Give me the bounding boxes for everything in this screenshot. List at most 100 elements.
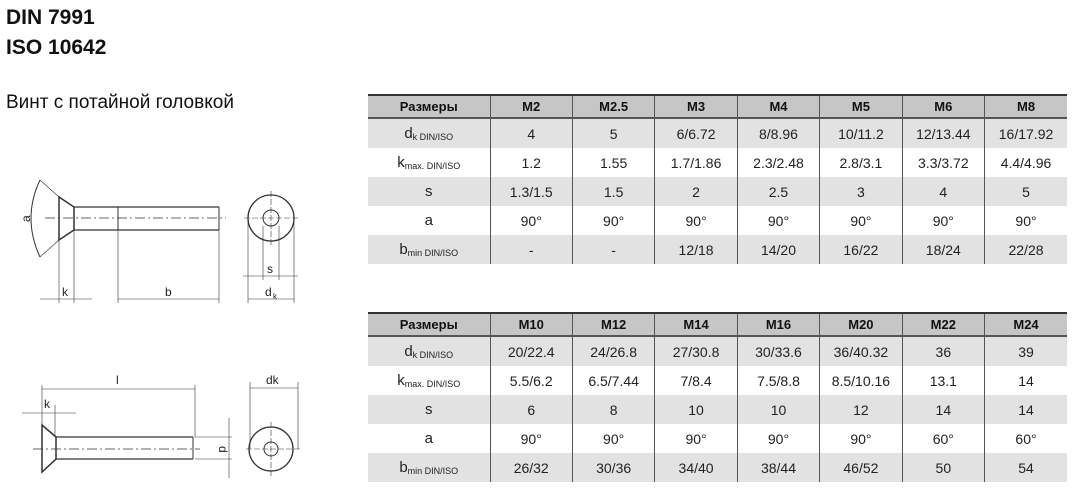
label-l: l xyxy=(116,373,119,387)
row-label: bmin DIN/ISO xyxy=(368,453,490,482)
table-row: s 6 8 10 10 12 14 14 xyxy=(368,395,1067,424)
row-label: s xyxy=(368,395,490,424)
dimensions-table-small: Размеры M2 M2.5 M3 M4 M5 M6 M8 dk DIN/ISO 4 5 6/6.7… xyxy=(368,94,1067,264)
table-cell: 90° xyxy=(571,206,655,235)
size-header: M3 xyxy=(654,94,738,119)
table-cell: 1.5 xyxy=(571,177,655,206)
table-cell: 90° xyxy=(654,424,738,453)
table-cell: 8 xyxy=(571,395,655,424)
size-header: M2 xyxy=(489,94,573,119)
table-cell: 60° xyxy=(984,424,1067,453)
table-cell: 22/28 xyxy=(984,235,1067,264)
table-cell: 27/30.8 xyxy=(654,336,738,366)
row-label: bmin DIN/ISO xyxy=(368,235,490,264)
table-cell: 24/26.8 xyxy=(571,336,655,366)
table-cell: 3 xyxy=(819,177,903,206)
size-header: M20 xyxy=(819,312,903,337)
table-cell: 90° xyxy=(901,206,985,235)
table-cell: 4 xyxy=(901,177,985,206)
table-cell: 54 xyxy=(984,453,1067,482)
table-cell: 90° xyxy=(489,424,573,453)
table-row: bmin DIN/ISO 26/32 30/36 34/40 38/44 46/52 50 5… xyxy=(368,453,1067,482)
label-dk: d xyxy=(265,285,272,299)
table-row: a 90° 90° 90° 90° 90° 90° 90° xyxy=(368,206,1067,235)
size-header: M8 xyxy=(984,94,1067,119)
table-cell: 10 xyxy=(654,395,738,424)
table-cell: 16/22 xyxy=(819,235,903,264)
size-header: M4 xyxy=(736,94,820,119)
table-cell: 6 xyxy=(489,395,573,424)
table-cell: 36 xyxy=(901,336,985,366)
size-header: M14 xyxy=(654,312,738,337)
table-cell: 14/20 xyxy=(736,235,820,264)
table-cell: 1.3/1.5 xyxy=(489,177,573,206)
table-cell: 14 xyxy=(984,366,1067,395)
table-row: dk DIN/ISO 20/22.4 24/26.8 27/30.8 30/33.6 36… xyxy=(368,336,1067,366)
table-cell: 1.7/1.86 xyxy=(654,148,738,177)
table-cell: 2.3/2.48 xyxy=(736,148,820,177)
svg-text:k: k xyxy=(273,292,278,301)
table-cell: 2.8/3.1 xyxy=(819,148,903,177)
dimensions-header: Размеры xyxy=(368,312,490,337)
table-cell: 5 xyxy=(571,118,655,148)
table-cell: 90° xyxy=(736,206,820,235)
dimensions-table-large: Размеры M10 M12 M14 M16 M20 M22 M24 dk DIN/ISO 20… xyxy=(368,312,1067,482)
size-header: M22 xyxy=(901,312,985,337)
table-cell: 16/17.92 xyxy=(984,118,1067,148)
size-header: M5 xyxy=(819,94,903,119)
table-cell: 36/40.32 xyxy=(819,336,903,366)
table-cell: 90° xyxy=(736,424,820,453)
label-d: d xyxy=(216,446,230,453)
label-a: a xyxy=(19,215,33,222)
table-cell: 18/24 xyxy=(901,235,985,264)
table-cell: 12 xyxy=(819,395,903,424)
table-cell: 14 xyxy=(901,395,985,424)
dimensions-header: Размеры xyxy=(368,94,490,119)
table-cell: 90° xyxy=(489,206,573,235)
size-header: M24 xyxy=(984,312,1067,337)
table-cell: 20/22.4 xyxy=(489,336,573,366)
table-cell: 1.55 xyxy=(571,148,655,177)
table-row: kmax. DIN/ISO 5.5/6.2 6.5/7.44 7/8.4 7.5/8.8… xyxy=(368,366,1067,395)
table-cell: 34/40 xyxy=(654,453,738,482)
table-cell: 12/13.44 xyxy=(901,118,985,148)
table-cell: 6/6.72 xyxy=(654,118,738,148)
header-row: Размеры M2 M2.5 M3 M4 M5 M6 M8 xyxy=(368,94,1067,119)
size-header: M12 xyxy=(571,312,655,337)
table-cell: 90° xyxy=(654,206,738,235)
table-cell: - xyxy=(489,235,573,264)
table-cell: 3.3/3.72 xyxy=(901,148,985,177)
table-cell: 7/8.4 xyxy=(654,366,738,395)
row-label: dk DIN/ISO xyxy=(368,118,490,148)
table-row: a 90° 90° 90° 90° 90° 60° 60° xyxy=(368,424,1067,453)
table-cell: 38/44 xyxy=(736,453,820,482)
table-cell: 14 xyxy=(984,395,1067,424)
table-cell: 5 xyxy=(984,177,1067,206)
label-k: k xyxy=(44,397,51,411)
table-cell: 90° xyxy=(819,424,903,453)
table-cell: 4 xyxy=(489,118,573,148)
table-row: kmax. DIN/ISO 1.2 1.55 1.7/1.86 2.3/2.48 2.8/… xyxy=(368,148,1067,177)
label-b: b xyxy=(165,285,172,299)
label-s: s xyxy=(267,262,273,276)
size-header: M6 xyxy=(901,94,985,119)
table-cell: 90° xyxy=(819,206,903,235)
size-header: M16 xyxy=(736,312,820,337)
table-cell: 39 xyxy=(984,336,1067,366)
table-row: bmin DIN/ISO - -12/18 14/20 16/22 18/24 22/28 xyxy=(368,235,1067,264)
row-label: s xyxy=(368,177,490,206)
row-label: a xyxy=(424,212,433,229)
table-cell: 8/8.96 xyxy=(736,118,820,148)
table-cell: 2 xyxy=(654,177,738,206)
size-header: M10 xyxy=(489,312,573,337)
table-cell: 8.5/10.16 xyxy=(819,366,903,395)
screw-drawing-top: a k b s d k xyxy=(19,179,298,303)
table-row: s 1.3/1.5 1.5 2 2.5 3 4 5 xyxy=(368,177,1067,206)
label-dk: dk xyxy=(266,373,280,387)
table-row: dk DIN/ISO 4 5 6/6.72 8/8.96 10/11.2 12/13.44 1… xyxy=(368,118,1067,148)
table-cell: 2.5 xyxy=(736,177,820,206)
screw-drawing-bottom: l k dk d xyxy=(22,373,300,478)
table-cell: 90° xyxy=(571,424,655,453)
table-cell: 6.5/7.44 xyxy=(571,366,655,395)
product-name: Винт с потайной головкой xyxy=(6,92,234,113)
